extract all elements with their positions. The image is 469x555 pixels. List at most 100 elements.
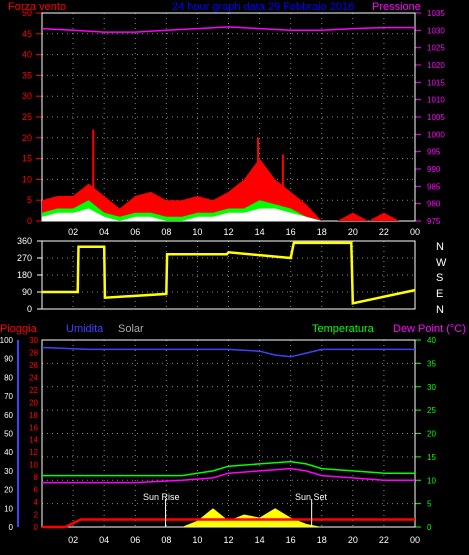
direction-line xyxy=(42,241,416,305)
wind-x-tick: 00 xyxy=(410,227,420,237)
wind-x-tick: 02 xyxy=(68,227,78,237)
wind-y-tick: 0 xyxy=(27,216,32,226)
pressure-y-tick: 975 xyxy=(427,217,441,226)
dewpoint-y-tick: 0 xyxy=(427,523,432,532)
direction-y-tick: 360 xyxy=(17,236,32,246)
humidity-y-tick: 26 xyxy=(29,361,38,370)
wind-y-tick: 5 xyxy=(27,195,32,205)
direction-y-tick: 0 xyxy=(27,304,32,314)
rain-y-tick: 10 xyxy=(4,504,13,513)
temperature-line xyxy=(42,460,415,477)
humidity-y-tick: 22 xyxy=(29,386,38,395)
pressure-y-tick: 1030 xyxy=(427,26,445,35)
wind-y-tick: 10 xyxy=(22,174,32,184)
pressure-y-tick: 1005 xyxy=(427,113,445,122)
humidity-y-tick: 0 xyxy=(34,523,39,532)
wind-x-tick: 12 xyxy=(223,227,233,237)
pressure-y-tick: 1035 xyxy=(427,9,445,18)
dewpoint-y-tick: 30 xyxy=(427,383,436,392)
wind-x-tick: 22 xyxy=(379,227,389,237)
humidity-y-tick: 16 xyxy=(29,423,38,432)
wind-y-tick: 15 xyxy=(22,154,32,164)
pressure-y-tick: 995 xyxy=(427,148,441,157)
rain-y-tick: 80 xyxy=(4,373,13,382)
pressure-y-tick: 1020 xyxy=(427,61,445,70)
humidity-y-tick: 30 xyxy=(29,336,38,345)
rain-y-tick: 0 xyxy=(9,523,14,532)
dewpoint-y-tick: 25 xyxy=(427,406,436,415)
temp-x-tick: 00 xyxy=(410,535,420,545)
dewpoint-line xyxy=(42,467,415,484)
temp-x-tick: 16 xyxy=(286,535,296,545)
wind-y-tick: 50 xyxy=(22,8,32,18)
wind-y-tick: 35 xyxy=(22,70,32,80)
pressure-y-tick: 1010 xyxy=(427,96,445,105)
wind-x-tick: 10 xyxy=(192,227,202,237)
humidity-y-tick: 4 xyxy=(34,498,39,507)
humidity-y-tick: 24 xyxy=(29,373,38,382)
rain-y-tick: 20 xyxy=(4,486,13,495)
wind-x-tick: 14 xyxy=(255,227,265,237)
wind-y-tick: 30 xyxy=(22,91,32,101)
temp-x-tick: 20 xyxy=(348,535,358,545)
temp-x-tick: 18 xyxy=(317,535,327,545)
pressure-y-tick: 990 xyxy=(427,165,441,174)
pressure-y-tick: 1015 xyxy=(427,78,445,87)
wind-y-tick: 40 xyxy=(22,50,32,60)
wind-x-tick: 18 xyxy=(317,227,327,237)
dewpoint-y-tick: 10 xyxy=(427,476,436,485)
dewpoint-y-tick: 5 xyxy=(427,500,432,509)
rain-y-tick: 70 xyxy=(4,392,13,401)
rain-y-tick: 60 xyxy=(4,411,13,420)
humidity-y-tick: 14 xyxy=(29,436,38,445)
humidity-y-tick: 12 xyxy=(29,448,38,457)
direction-y-tick: 90 xyxy=(22,287,32,297)
rain-y-tick: 90 xyxy=(4,355,13,364)
temp-x-tick: 14 xyxy=(255,535,265,545)
wind-x-tick: 20 xyxy=(348,227,358,237)
rain-line xyxy=(42,518,415,529)
pressure-y-tick: 1025 xyxy=(427,44,445,53)
wind-y-tick: 25 xyxy=(22,112,32,122)
wind-avg-area xyxy=(42,208,415,221)
wind-x-tick: 06 xyxy=(130,227,140,237)
dewpoint-y-tick: 35 xyxy=(427,359,436,368)
wind-y-tick: 20 xyxy=(22,133,32,143)
dewpoint-y-tick: 20 xyxy=(427,430,436,439)
direction-y-tick: 180 xyxy=(17,270,32,280)
temp-x-tick: 22 xyxy=(379,535,389,545)
wind-y-tick: 45 xyxy=(22,29,32,39)
wind-x-tick: 08 xyxy=(161,227,171,237)
temp-x-tick: 08 xyxy=(161,535,171,545)
dewpoint-y-tick: 40 xyxy=(427,336,436,345)
wind-x-tick: 16 xyxy=(286,227,296,237)
humidity-y-tick: 20 xyxy=(29,398,38,407)
wind-mean-area xyxy=(42,200,415,221)
temp-x-tick: 02 xyxy=(68,535,78,545)
humidity-y-tick: 28 xyxy=(29,348,38,357)
direction-y-tick: 270 xyxy=(17,253,32,263)
wind-x-tick: 04 xyxy=(99,227,109,237)
temp-x-tick: 04 xyxy=(99,535,109,545)
humidity-y-tick: 2 xyxy=(34,511,39,520)
rain-y-tick: 40 xyxy=(4,448,13,457)
solar-area xyxy=(42,508,415,527)
pressure-y-tick: 980 xyxy=(427,200,441,209)
temp-x-tick: 06 xyxy=(130,535,140,545)
humidity-line xyxy=(41,346,415,358)
wind-speed-area xyxy=(42,158,415,221)
temp-x-tick: 12 xyxy=(223,535,233,545)
direction-frame xyxy=(41,240,416,310)
pressure-line xyxy=(41,26,415,33)
temp-x-tick: 10 xyxy=(192,535,202,545)
pressure-y-tick: 1000 xyxy=(427,130,445,139)
humidity-y-tick: 18 xyxy=(29,411,38,420)
dewpoint-y-tick: 15 xyxy=(427,453,436,462)
humidity-y-tick: 6 xyxy=(34,486,39,495)
humidity-y-tick: 8 xyxy=(34,473,39,482)
rain-y-tick: 50 xyxy=(4,430,13,439)
rain-y-tick: 100 xyxy=(0,336,14,345)
rain-y-tick: 30 xyxy=(4,467,13,476)
pressure-y-tick: 985 xyxy=(427,182,441,191)
